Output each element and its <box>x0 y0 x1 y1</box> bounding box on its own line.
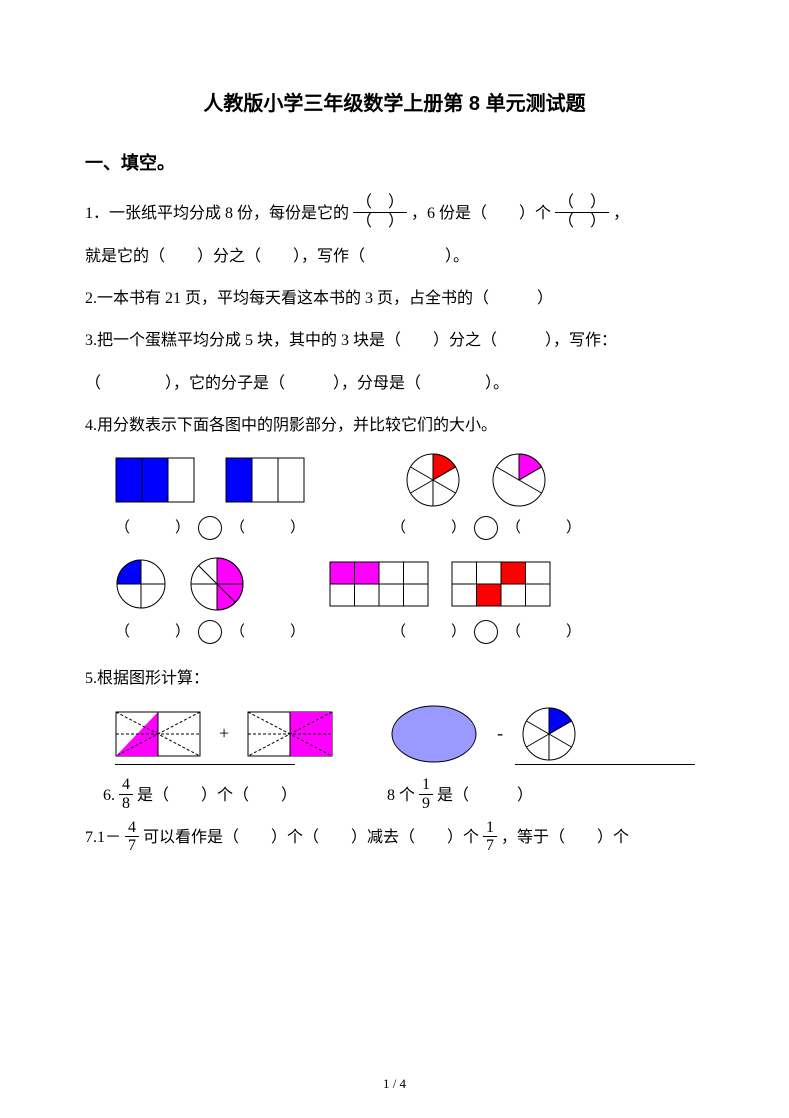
rect-8tri-3magenta-icon <box>247 711 333 757</box>
question-7: 7.1－ 47 可以看作是（ ）个（ ）减去（ ）个 17 ，等于（ ）个 <box>85 819 704 857</box>
page-title: 人教版小学三年级数学上册第 8 单元测试题 <box>85 80 704 128</box>
grid-2x4-2red-icon <box>451 561 551 607</box>
fraction-blank-1: （ ）（ ） <box>353 194 407 230</box>
fraction-blank-2: （ ）（ ） <box>555 194 609 230</box>
question-2: 2.一本书有 21 页，平均每天看这本书的 3 页，占全书的（ ） <box>85 280 704 318</box>
question-5: 5.根据图形计算： <box>85 660 704 698</box>
paren-blank: （ ） <box>115 614 190 650</box>
fraction-1-7: 17 <box>483 819 497 855</box>
q5-figs: + - <box>115 704 704 764</box>
question-4: 4.用分数表示下面各图中的阴影部分，并比较它们的大小。 <box>85 407 704 445</box>
compare-circle-icon <box>474 516 498 540</box>
compare-circle-icon <box>198 620 222 644</box>
paren-blank: （ ） <box>391 510 466 546</box>
question-3-a: 3.把一个蛋糕平均分成 5 块，其中的 3 块是（ ）分之（ ），写作： <box>85 322 704 360</box>
paren-blank: （ ） <box>115 510 190 546</box>
q7-post: ，等于（ ）个 <box>501 829 629 846</box>
page-number: 1 / 4 <box>0 1077 789 1090</box>
circle-6parts-1blue-top-icon <box>521 706 577 762</box>
q1-text-a: 1．一张纸平均分成 8 份，每份是它的 <box>85 205 349 222</box>
q4-row1-figs <box>115 452 704 508</box>
ellipse-full-lavender-icon <box>389 704 479 764</box>
circle-6parts-1red-icon <box>405 452 461 508</box>
minus-sign: - <box>497 712 503 755</box>
q7-pre: 7.1－ <box>85 829 121 846</box>
circle-4parts-2magenta-icon <box>189 556 245 612</box>
q4-row1-compare: （ ） （ ） （ ） （ ） <box>115 510 704 546</box>
question-1-line2: 就是它的（ ）分之（ ），写作（ ）。 <box>85 238 704 276</box>
q1-text-b: ，6 份是（ ）个 <box>411 205 551 222</box>
paren-blank: （ ） <box>506 614 581 650</box>
q6b-post: 是（ ） <box>437 787 533 804</box>
question-1: 1．一张纸平均分成 8 份，每份是它的 （ ）（ ） ，6 份是（ ）个 （ ）… <box>85 195 704 233</box>
fraction-4-8: 48 <box>119 776 133 812</box>
q5-answer-lines <box>115 764 704 767</box>
paren-blank: （ ） <box>391 614 466 650</box>
page: 人教版小学三年级数学上册第 8 单元测试题 一、填空。 1．一张纸平均分成 8 … <box>0 0 789 1118</box>
section-1-header: 一、填空。 <box>85 142 704 185</box>
answer-line-icon <box>515 764 695 767</box>
circle-4parts-1blue-icon <box>115 558 167 610</box>
compare-circle-icon <box>198 516 222 540</box>
question-6: 6. 48 是（ ）个（ ） 8 个 19 是（ ） <box>103 777 704 815</box>
fraction-4-7: 47 <box>125 819 139 855</box>
answer-line-icon <box>115 764 295 767</box>
paren-blank: （ ） <box>506 510 581 546</box>
q6b-pre: 8 个 <box>387 787 415 804</box>
q4-row2-figs <box>115 556 704 612</box>
q4-row2-compare: （ ） （ ） （ ） （ ） <box>115 614 704 650</box>
rect-3parts-2blue-icon <box>115 457 195 503</box>
q1-text-c: ， <box>613 205 629 222</box>
plus-sign: + <box>219 712 229 755</box>
q7-mid: 可以看作是（ ）个（ ）减去（ ）个 <box>143 829 479 846</box>
paren-blank: （ ） <box>230 614 305 650</box>
paren-blank: （ ） <box>230 510 305 546</box>
compare-circle-icon <box>474 620 498 644</box>
rect-8tri-2magenta-icon <box>115 711 201 757</box>
fraction-1-9: 19 <box>419 776 433 812</box>
circle-6parts-1magenta-icon <box>491 452 547 508</box>
grid-2x4-2magenta-icon <box>329 561 429 607</box>
rect-3parts-1blue-icon <box>225 457 305 503</box>
q6a-post: 是（ ）个（ ） <box>137 787 297 804</box>
q6a-pre: 6. <box>103 787 115 804</box>
question-3-b: （ ），它的分子是（ ），分母是（ ）。 <box>85 365 704 403</box>
